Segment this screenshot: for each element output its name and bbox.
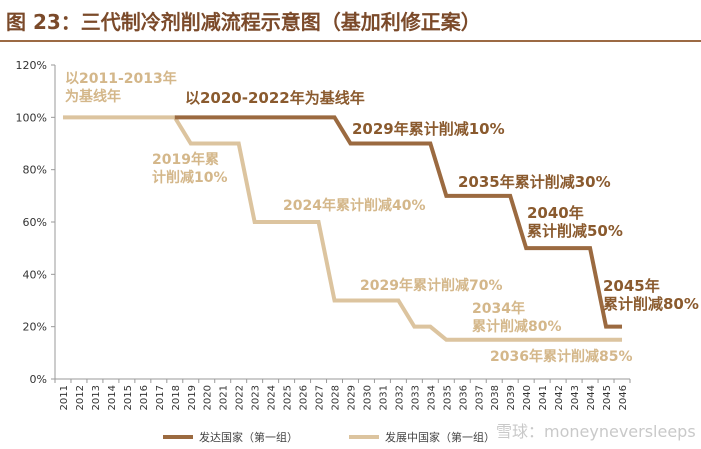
x-tick-label: 2039 <box>506 385 517 410</box>
annotation-label: 2019年累 <box>152 151 219 168</box>
x-tick-label: 2020 <box>203 385 214 410</box>
annotation-label: 2029年累计削减70% <box>360 277 502 294</box>
x-tick-label: 2029 <box>346 385 357 410</box>
annotation-label: 计削减10% <box>152 169 228 186</box>
x-tick-label: 2036 <box>458 385 469 410</box>
x-tick-label: 2015 <box>123 385 134 410</box>
page-title: 图 23：三代制冷剂削减流程示意图（基加利修正案） <box>6 10 481 34</box>
x-tick-label: 2042 <box>554 385 565 410</box>
x-tick-label: 2038 <box>490 385 501 410</box>
annotation-label: 2034年 <box>472 300 525 317</box>
x-tick-label: 2024 <box>267 385 278 410</box>
x-tick-label: 2043 <box>570 385 581 410</box>
developed-series-line <box>174 115 623 329</box>
x-tick-label: 2013 <box>91 385 102 410</box>
annotation-label: 以2011-2013年 <box>65 70 177 87</box>
x-tick-label: 2033 <box>410 385 421 410</box>
x-tick-label: 2016 <box>139 385 150 410</box>
annotation-label: 累计削减80% <box>472 318 562 335</box>
annotation-label: 2036年累计削减85% <box>490 348 632 365</box>
x-tick-label: 2012 <box>75 385 86 410</box>
annotation-label: 2029年累计削减10% <box>352 120 505 138</box>
x-tick-label: 2035 <box>442 385 453 410</box>
x-tick-label: 2031 <box>378 385 389 410</box>
annotation-label: 为基线年 <box>65 88 121 105</box>
y-tick-label: 0% <box>30 373 47 386</box>
y-tick-label: 20% <box>23 321 47 334</box>
title-bar: 图 23：三代制冷剂削减流程示意图（基加利修正案） <box>0 0 701 42</box>
annotation-label: 累计削减80% <box>603 295 699 313</box>
y-tick-label: 80% <box>23 164 47 177</box>
developing-series-line <box>62 115 623 342</box>
x-tick-label: 2027 <box>315 385 326 410</box>
x-tick-label: 2014 <box>107 385 118 410</box>
y-tick-label: 100% <box>16 111 47 124</box>
y-tick-label: 40% <box>23 268 47 281</box>
x-tick-label: 2017 <box>155 385 166 410</box>
x-tick-label: 2045 <box>602 385 613 410</box>
x-tick-label: 2025 <box>283 385 294 410</box>
x-tick-label: 2046 <box>618 385 629 410</box>
x-tick-label: 2028 <box>331 385 342 410</box>
annotation-label: 2045年 <box>603 277 660 295</box>
y-tick-label: 60% <box>23 216 47 229</box>
x-tick-label: 2011 <box>59 385 70 410</box>
x-tick-label: 2023 <box>251 385 262 410</box>
title-underline <box>0 40 701 42</box>
x-tick-label: 2044 <box>586 385 597 410</box>
x-tick-label: 2030 <box>362 385 373 410</box>
annotation-label: 以2020-2022年为基线年 <box>185 89 365 107</box>
x-tick-label: 2021 <box>219 385 230 410</box>
legend-label: 发达国家（第一组） <box>199 430 298 444</box>
x-tick-label: 2040 <box>522 385 533 410</box>
x-tick-label: 2018 <box>171 385 182 410</box>
annotation-label: 累计削减50% <box>527 222 623 240</box>
x-tick-label: 2034 <box>426 385 437 410</box>
annotation-label: 2035年累计削减30% <box>458 173 611 191</box>
x-tick-label: 2032 <box>394 385 405 410</box>
y-tick-label: 120% <box>16 59 47 72</box>
annotation-label: 2024年累计削减40% <box>283 197 425 214</box>
legend-label: 发展中国家（第一组） <box>385 430 495 444</box>
x-tick-label: 2041 <box>538 385 549 410</box>
annotation-label: 2040年 <box>527 204 584 222</box>
x-tick-label: 2022 <box>235 385 246 410</box>
watermark: 雪球：moneyneversleeps <box>496 422 696 441</box>
x-tick-label: 2026 <box>299 385 310 410</box>
x-tick-label: 2019 <box>187 385 198 410</box>
x-tick-label: 2037 <box>474 385 485 410</box>
